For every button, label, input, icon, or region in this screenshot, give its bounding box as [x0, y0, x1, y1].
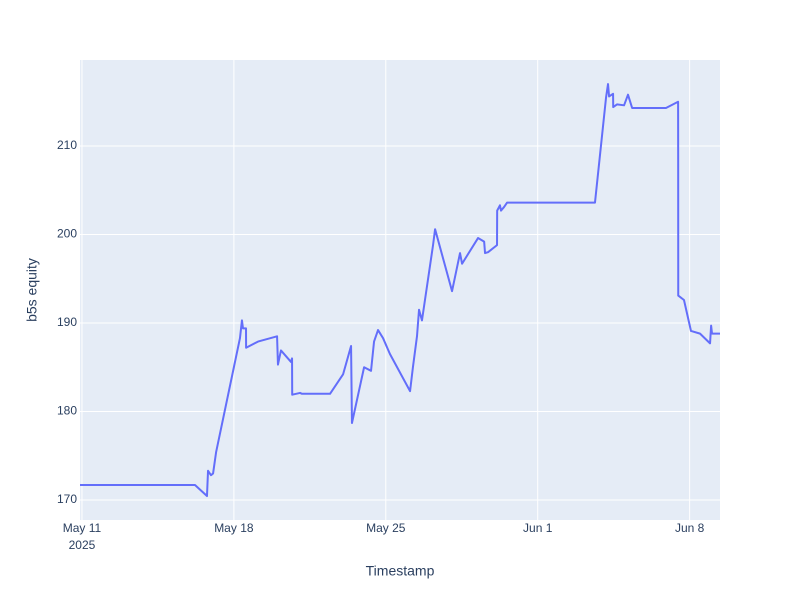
x-tick-label: Jun 1: [523, 521, 553, 535]
x-tick-label: May 18: [214, 521, 254, 535]
x-tick-label: May 11: [63, 521, 102, 535]
y-axis-title: b5s equity: [24, 258, 40, 322]
x-tick-label: Jun 8: [675, 521, 705, 535]
data-line: [80, 83, 720, 498]
y-tick-label: 210: [57, 138, 77, 152]
y-tick-label: 200: [57, 227, 77, 241]
plot-background: [80, 60, 720, 520]
y-tick-label: 170: [57, 492, 77, 506]
x-tick-label: May 25: [366, 521, 406, 535]
y-tick-label: 180: [57, 404, 77, 418]
y-tick-label: 190: [57, 315, 77, 329]
x-axis-title: Timestamp: [366, 563, 435, 579]
x-tick-year: 2025: [69, 538, 96, 552]
